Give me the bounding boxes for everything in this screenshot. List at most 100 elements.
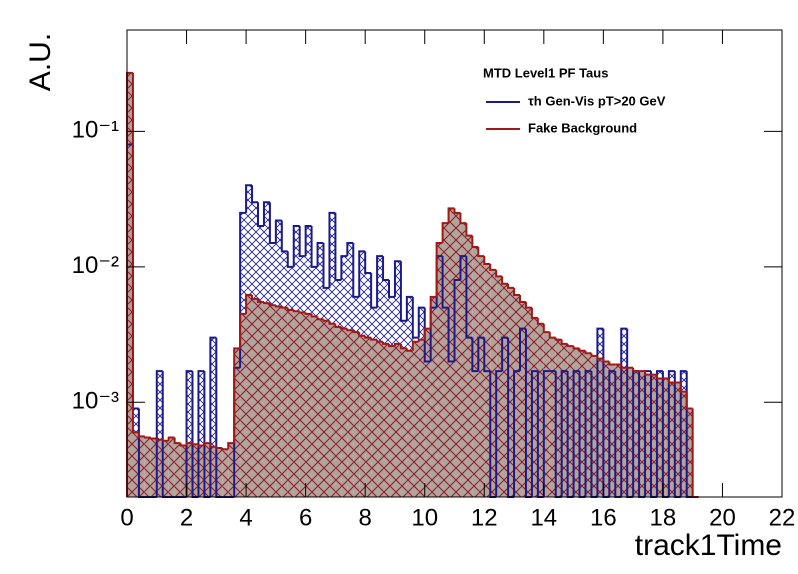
bar-outline [513, 287, 520, 296]
bar-fill [520, 302, 526, 497]
bar-outline [143, 436, 151, 439]
bar-fill [377, 341, 384, 497]
bar-fill [674, 382, 681, 497]
legend-label: τh Gen-Vis pT>20 GeV [528, 93, 666, 108]
bar-outline [304, 225, 312, 257]
bar-fill [144, 437, 151, 497]
bar-outline [560, 339, 568, 345]
x-tick-label: 4 [239, 504, 252, 531]
bar-fill [246, 294, 253, 497]
bar-outline [179, 443, 187, 447]
bar-fill [198, 371, 205, 497]
bar-fill [621, 367, 628, 497]
bar-outline [667, 378, 675, 384]
bar-fill [400, 348, 407, 497]
bar-outline [197, 370, 205, 497]
bar-outline [572, 370, 580, 497]
bar-outline [274, 305, 282, 308]
bar-outline [489, 263, 497, 271]
bar-fill [531, 317, 538, 497]
bar-fill [323, 320, 330, 497]
bar-fill [138, 436, 145, 497]
bar-outline [608, 370, 616, 497]
bar-outline [257, 298, 264, 304]
bar-outline [346, 328, 354, 332]
bar-fill [585, 353, 592, 497]
bar-fill [686, 408, 693, 497]
bar-outline [215, 446, 223, 449]
bar-fill [442, 223, 449, 497]
bar-outline [286, 307, 294, 312]
bar-fill [329, 323, 336, 497]
bar-fill [567, 346, 574, 497]
bar-outline [507, 283, 515, 289]
bar-fill [293, 311, 300, 497]
bar-outline [483, 337, 491, 373]
bar-outline [251, 185, 258, 204]
bar-outline [167, 436, 175, 441]
bar-outline [352, 242, 360, 298]
bar-outline [596, 327, 604, 497]
bar-fill [252, 298, 258, 497]
bar-fill [371, 339, 378, 497]
bar-outline [155, 370, 163, 497]
x-tick-label: 22 [769, 504, 796, 531]
bar-fill [389, 346, 395, 497]
bar-fill [597, 358, 604, 497]
bar-fill [454, 212, 461, 497]
bar-fill [383, 343, 389, 497]
y-tick-label: 10⁻³ [72, 388, 119, 415]
x-tick-label: 10 [411, 504, 438, 531]
bar-outline [477, 247, 485, 258]
bar-outline [453, 278, 461, 362]
bar-outline [560, 370, 568, 497]
bar-outline [501, 276, 509, 285]
bar-outline [584, 350, 592, 355]
bar-outline [310, 313, 318, 318]
bar-outline [131, 72, 139, 434]
bar-fill [645, 374, 651, 497]
bar-outline [304, 312, 312, 315]
bar-fill [204, 443, 211, 497]
bar-outline [149, 437, 157, 440]
bar-outline [262, 201, 270, 227]
bar-outline [274, 219, 282, 243]
bar-outline [268, 202, 276, 244]
bar-outline [185, 442, 193, 446]
bar-fill [168, 437, 175, 497]
bar-fill [275, 306, 282, 497]
x-tick-label: 6 [299, 504, 312, 531]
bar-outline [376, 339, 384, 343]
bar-fill [156, 371, 163, 497]
bar-fill [156, 439, 163, 497]
bar-outline [459, 212, 467, 225]
bar-outline [358, 250, 366, 297]
bar-fill [281, 307, 288, 497]
bar-fill [627, 367, 634, 497]
bar-outline [334, 323, 342, 328]
bar-fill [609, 364, 616, 497]
bar-outline [417, 338, 425, 342]
bar-fill [317, 319, 324, 497]
bar-outline [620, 364, 628, 369]
bar-fill [656, 378, 663, 497]
bar-outline [572, 346, 580, 350]
bar-outline [524, 302, 532, 309]
bar-fill [299, 312, 306, 497]
bar-outline [584, 370, 592, 497]
bar-outline [322, 242, 330, 289]
bar-fill [222, 449, 229, 497]
bar-outline [388, 279, 395, 298]
bar-fill [263, 303, 270, 497]
bar-fill [514, 294, 520, 497]
bar-outline [292, 310, 300, 313]
bar-outline [608, 361, 616, 366]
bar-fill [192, 444, 199, 497]
bar-fill [174, 443, 181, 497]
bar-outline [155, 438, 163, 441]
bar-outline [423, 307, 431, 363]
bar-outline [340, 255, 348, 280]
bar-outline [388, 343, 395, 348]
bar-outline [435, 241, 443, 297]
